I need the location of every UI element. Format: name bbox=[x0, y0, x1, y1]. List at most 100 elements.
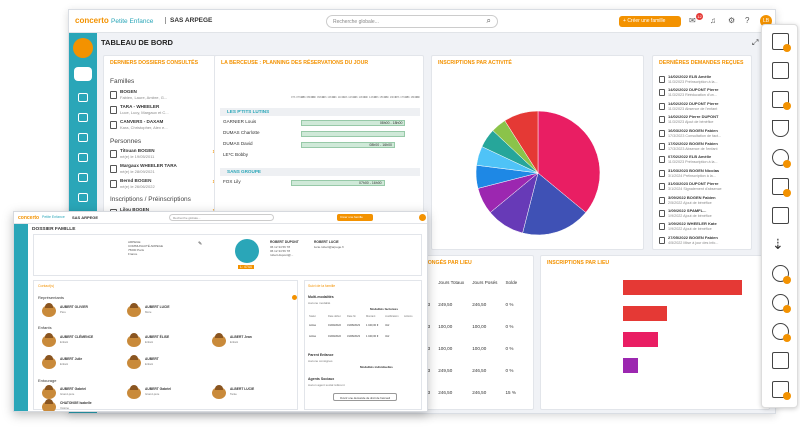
top-bar: concerto Petite Enfance SAS ARPEGE Reche… bbox=[69, 10, 775, 33]
contact-avatar[interactable] bbox=[127, 333, 141, 347]
parent-enfance-link[interactable]: Modalités individuelles bbox=[360, 365, 393, 369]
contact-avatar[interactable] bbox=[42, 355, 56, 369]
database-remove-icon[interactable] bbox=[772, 323, 791, 342]
document-icon bbox=[659, 129, 665, 137]
overlay-search-input[interactable]: Recherche globale... bbox=[169, 214, 274, 221]
org-name: SAS ARPEGE bbox=[165, 17, 212, 24]
table-cell[interactable]: Voir bbox=[385, 335, 390, 338]
settings-icon[interactable]: ⚙ bbox=[728, 16, 736, 25]
family-icon bbox=[110, 121, 117, 129]
inscriptions-section-label: Inscriptions / Préinscriptions bbox=[110, 196, 191, 203]
list-item[interactable]: 31/03/2023 DUPONT Pierre 3/1/2024 Signale… bbox=[659, 181, 749, 194]
nav-children-icon[interactable] bbox=[78, 113, 88, 122]
notifications-icon[interactable]: ✉ bbox=[689, 16, 696, 25]
list-item[interactable]: 07/02/2022 ELB Amélie 11/3/2023 Préinscri… bbox=[659, 154, 749, 167]
create-family-button[interactable]: + Créer une famille bbox=[619, 16, 681, 27]
list-item[interactable]: 3/09/2022 BOGEN Fabien 2/5/2022 Ajout de … bbox=[659, 195, 749, 208]
contact-avatar[interactable] bbox=[212, 385, 226, 399]
nav-families-icon[interactable] bbox=[78, 93, 88, 102]
sort-icon[interactable]: ⇣ bbox=[772, 236, 784, 252]
list-item[interactable]: 1/09/2022 SPAMFL... 1/9/2022 Ajout de bén… bbox=[659, 208, 749, 221]
list-item[interactable]: 1/09/2022 WHEELER Kate 1/9/2022 Ajout de … bbox=[659, 221, 749, 234]
list-item[interactable]: TARA - WHEELER Luce, Lucy, Margaux et C..… bbox=[110, 104, 223, 117]
nav-home-icon[interactable] bbox=[74, 67, 92, 81]
list-item[interactable]: 16/03/2022 BOGEN Fabien 17/3/2023 Consult… bbox=[659, 128, 749, 141]
contact-role: Enfant bbox=[60, 362, 69, 366]
list-item[interactable]: 14/02/2022 ELB Amélie 11/3/2023 Préinscri… bbox=[659, 74, 749, 87]
modalities-link[interactable]: Modalités facturées bbox=[370, 307, 399, 311]
hour-tick: 08h bbox=[301, 96, 306, 99]
place-bar[interactable] bbox=[623, 280, 742, 295]
list-item[interactable]: 31/03/2023 BOGEN Nicolas 3/1/2024 Préinsc… bbox=[659, 168, 749, 181]
parent-enfance-empty: Aucune consignes bbox=[308, 359, 333, 363]
filter-icon[interactable] bbox=[772, 120, 789, 137]
contact-avatar[interactable] bbox=[212, 333, 226, 347]
list-item[interactable]: 14/02/2022 Pierre DUPONT 11/3/2023 Ajout … bbox=[659, 114, 749, 127]
place-bar[interactable] bbox=[623, 332, 658, 347]
edit-icon[interactable]: ✎ bbox=[198, 241, 203, 247]
reservation-bar[interactable]: 08h00 - 16h00 bbox=[301, 142, 395, 148]
nav-logo-icon[interactable] bbox=[73, 38, 93, 58]
reservation-bar[interactable]: 07h00 - 16h00 bbox=[291, 180, 385, 186]
contact-avatar[interactable] bbox=[42, 399, 56, 411]
list-item[interactable]: 14/02/2022 DUPONT Pierre 11/3/2023 Rééduc… bbox=[659, 87, 749, 100]
gantt-row-label: DUMAS Charlotte bbox=[223, 130, 260, 135]
contact-avatar[interactable] bbox=[42, 303, 56, 317]
add-contact-icon[interactable] bbox=[292, 295, 297, 300]
bell-icon[interactable]: ♫ bbox=[710, 16, 716, 25]
contact-avatar[interactable] bbox=[127, 303, 141, 317]
contact-name: AUBERT Gabriel bbox=[60, 387, 87, 391]
hour-tick: 11h30 bbox=[337, 96, 345, 99]
overlay-create-family-button[interactable]: Créer une famille bbox=[337, 214, 373, 221]
document-icon bbox=[659, 169, 665, 177]
hour-tick: 15h30 bbox=[379, 96, 387, 99]
contact-avatar[interactable] bbox=[127, 355, 141, 369]
place-bar[interactable] bbox=[623, 306, 667, 321]
contact-avatar[interactable] bbox=[42, 333, 56, 347]
edit-document-icon[interactable] bbox=[772, 381, 791, 400]
help-icon[interactable]: ? bbox=[745, 16, 750, 25]
columns-icon[interactable] bbox=[772, 207, 789, 224]
table-cell[interactable]: Voir bbox=[385, 324, 390, 327]
hour-tick: 12h30 bbox=[348, 96, 356, 99]
nav-invoice-icon[interactable] bbox=[78, 153, 88, 162]
database-settings-icon[interactable] bbox=[772, 294, 791, 313]
place-bar[interactable] bbox=[623, 358, 638, 373]
refresh-icon[interactable] bbox=[772, 149, 791, 168]
list-icon[interactable] bbox=[772, 352, 789, 369]
nav-planning-icon[interactable] bbox=[78, 133, 88, 142]
pie-slice[interactable] bbox=[537, 110, 601, 213]
save-icon[interactable] bbox=[772, 62, 789, 79]
hour-tick: 16h30 bbox=[389, 96, 398, 99]
contact-avatar[interactable] bbox=[42, 385, 56, 399]
nav-documents-icon[interactable] bbox=[78, 173, 88, 182]
list-item[interactable]: 17/02/2022 BOGEN Fabien 17/3/2023 Absence… bbox=[659, 141, 749, 154]
open-request-button[interactable]: Ouvrir une demande de droit de l'accueil bbox=[333, 393, 397, 401]
database-icon[interactable] bbox=[772, 265, 791, 284]
list-item[interactable]: CANVERS - DAXAM Kara, Christopher, Alex e… bbox=[110, 119, 223, 132]
export-excel-icon[interactable] bbox=[772, 178, 791, 197]
contact-avatar[interactable] bbox=[127, 385, 141, 399]
global-search-input[interactable]: Recherche globale... ⌕ bbox=[326, 15, 498, 28]
new-document-icon[interactable] bbox=[772, 33, 791, 52]
reservation-bar[interactable] bbox=[301, 131, 406, 137]
nav-stats-icon[interactable] bbox=[78, 193, 88, 202]
parent2-info: lucie.robert@arpege.fr bbox=[314, 245, 344, 249]
expand-icon[interactable]: ⤢ bbox=[752, 38, 759, 47]
document-clock-icon[interactable] bbox=[772, 91, 791, 110]
family-address: ARPEGE COMMUNAUTÉ ARPEGE 75000 Paris Fra… bbox=[128, 240, 164, 256]
brand-logo[interactable]: concerto Petite Enfance bbox=[75, 16, 154, 25]
list-item[interactable]: 27/05/2022 BOGEN Fabien 4/5/2022 Mise à j… bbox=[659, 235, 749, 248]
list-item[interactable]: 14/02/2022 DUPONT Pierre 11/3/2023 Absenc… bbox=[659, 101, 749, 114]
pie-slice[interactable] bbox=[504, 110, 539, 174]
children-label: Enfants bbox=[38, 325, 52, 330]
overlay-avatar[interactable] bbox=[419, 214, 426, 221]
table-cell: 01/09/2022 bbox=[328, 335, 341, 338]
reservation-bar[interactable]: 08h00 - 18h00 bbox=[301, 120, 406, 126]
overlay-brand[interactable]: concerto bbox=[18, 215, 40, 221]
pie-slice[interactable] bbox=[522, 172, 587, 236]
